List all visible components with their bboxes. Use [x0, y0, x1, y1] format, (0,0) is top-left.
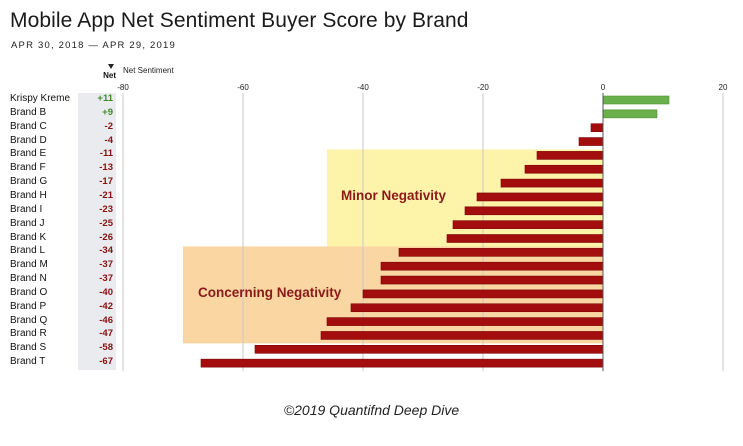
- bar-brand-e[interactable]: [536, 151, 604, 160]
- brand-label: Brand N: [10, 273, 47, 285]
- brand-label: Brand O: [10, 286, 48, 298]
- x-tick-label: -40: [357, 83, 369, 92]
- net-value: -37: [99, 273, 113, 285]
- net-value: +11: [97, 93, 113, 104]
- bar-brand-p[interactable]: [350, 303, 604, 313]
- brand-label: Brand H: [10, 189, 47, 201]
- date-range: APR 30, 2018 — APR 29, 2019: [11, 40, 176, 51]
- net-value: -40: [99, 286, 113, 298]
- net-value: -26: [99, 231, 113, 243]
- brand-label: Brand B: [10, 106, 47, 118]
- x-tick-label: 20: [718, 83, 728, 92]
- bar-brand-q[interactable]: [326, 317, 604, 326]
- net-value: -37: [99, 259, 113, 271]
- annotation-label-concerning: Concerning Negativity: [198, 284, 342, 300]
- brand-label: Brand Q: [10, 314, 48, 326]
- x-axis-title: Net Sentiment: [123, 66, 174, 75]
- bar-brand-n[interactable]: [380, 275, 604, 285]
- net-column-header[interactable]: Net: [103, 71, 116, 80]
- net-value: -46: [99, 314, 113, 326]
- net-value: -25: [99, 217, 113, 229]
- bar-brand-o[interactable]: [362, 289, 604, 299]
- brand-label: Brand J: [10, 217, 45, 229]
- net-column-background: [78, 93, 116, 370]
- net-value: -17: [99, 176, 113, 188]
- net-value: -23: [99, 203, 113, 215]
- brand-label: Brand P: [10, 300, 47, 312]
- sort-descending-icon[interactable]: [108, 64, 114, 69]
- net-value: -47: [99, 328, 113, 340]
- x-tick-label: -20: [477, 83, 489, 92]
- chart-title: Mobile App Net Sentiment Buyer Score by …: [10, 9, 469, 32]
- brand-label: Brand E: [10, 148, 47, 160]
- x-tick-label: -60: [237, 83, 249, 92]
- net-value: -67: [99, 356, 113, 368]
- annotation-label-minor: Minor Negativity: [341, 187, 447, 203]
- bar-brand-s[interactable]: [254, 344, 604, 354]
- brand-label: Brand S: [10, 342, 47, 354]
- bar-brand-h[interactable]: [476, 192, 604, 202]
- bar-brand-d[interactable]: [578, 137, 604, 146]
- bar-brand-k[interactable]: [446, 234, 604, 243]
- bar-krispy-kreme[interactable]: [602, 95, 670, 105]
- net-value: -11: [99, 148, 113, 160]
- brand-label: Brand C: [10, 120, 47, 132]
- bar-brand-t[interactable]: [200, 358, 604, 368]
- brand-label: Krispy Kreme: [10, 93, 71, 104]
- brand-label: Brand T: [10, 356, 46, 368]
- brand-label: Brand M: [10, 259, 48, 271]
- x-tick-label: -80: [117, 83, 129, 92]
- brand-label: Brand R: [10, 328, 47, 340]
- net-value: -4: [104, 134, 113, 146]
- net-value: +9: [102, 106, 113, 118]
- brand-label: Brand G: [10, 176, 48, 188]
- net-value: -34: [99, 245, 113, 257]
- bar-brand-b[interactable]: [602, 109, 658, 119]
- net-value: -42: [99, 300, 113, 312]
- brand-label: Brand F: [10, 162, 46, 174]
- bar-brand-f[interactable]: [524, 164, 604, 174]
- brand-label: Brand D: [10, 134, 47, 146]
- bar-brand-g[interactable]: [500, 178, 604, 188]
- bar-brand-c[interactable]: [590, 123, 604, 132]
- bar-brand-l[interactable]: [398, 248, 604, 257]
- brand-label: Brand K: [10, 231, 47, 243]
- bar-brand-m[interactable]: [380, 261, 604, 271]
- net-value: -58: [99, 342, 113, 354]
- bar-brand-j[interactable]: [452, 220, 604, 229]
- net-value: -2: [104, 120, 113, 132]
- brand-label: Brand I: [10, 203, 43, 215]
- bar-brand-i[interactable]: [464, 206, 604, 216]
- net-value: -13: [99, 162, 113, 174]
- brand-label: Brand L: [10, 245, 46, 257]
- bar-brand-r[interactable]: [320, 331, 604, 340]
- copyright-footer: ©2019 Quantifnd Deep Dive: [283, 402, 460, 418]
- x-tick-label: 0: [600, 83, 606, 92]
- net-value: -21: [99, 189, 113, 201]
